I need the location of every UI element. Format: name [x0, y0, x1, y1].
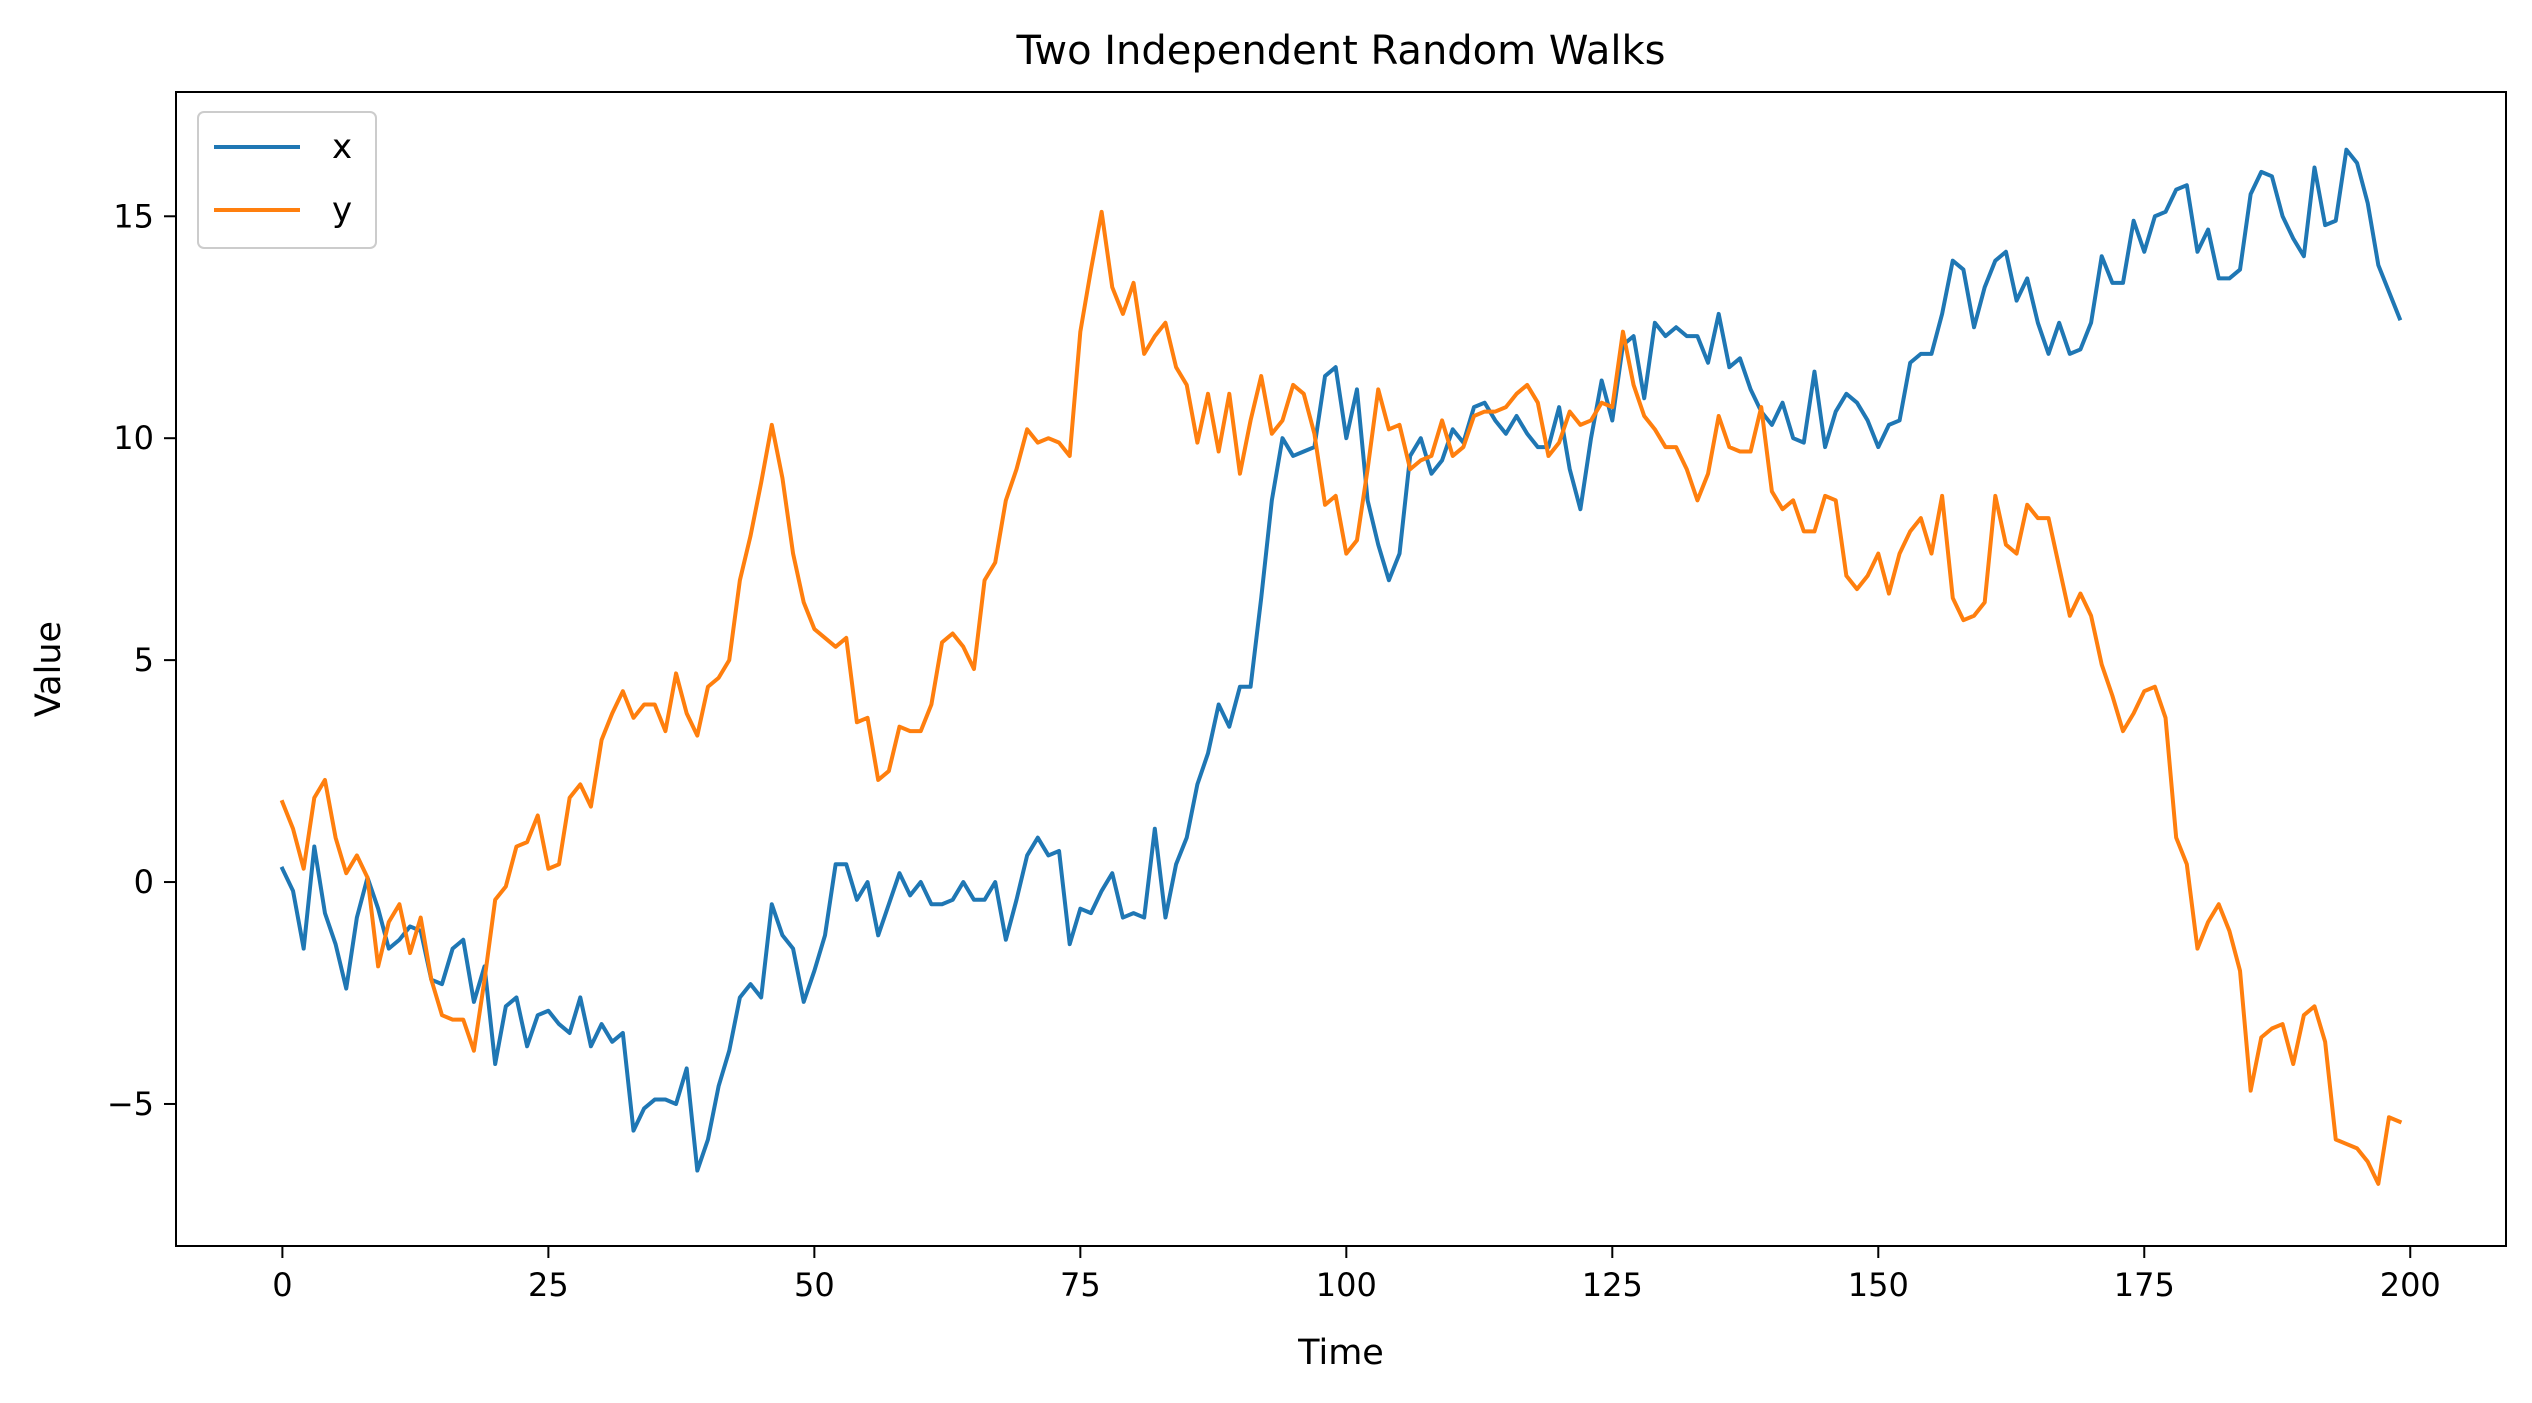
chart-title: Two Independent Random Walks — [1016, 28, 1666, 74]
x-tick-label: 25 — [528, 1266, 569, 1304]
legend: x y — [197, 111, 377, 249]
x-tick-label: 75 — [1060, 1266, 1101, 1304]
x-tick-label: 200 — [2380, 1266, 2441, 1304]
y-axis-label: Value — [29, 621, 69, 717]
y-tick-label: −5 — [107, 1085, 154, 1123]
y-axis: −5 0 5 10 15 — [107, 197, 176, 1123]
legend-label-x: x — [332, 127, 352, 167]
x-tick-label: 175 — [2114, 1266, 2175, 1304]
y-tick-label: 5 — [134, 641, 154, 679]
series-line-x — [279, 147, 2403, 1173]
x-tick-label: 100 — [1316, 1266, 1377, 1304]
x-tick-label: 0 — [272, 1266, 292, 1304]
x-tick-label: 125 — [1582, 1266, 1643, 1304]
series-layer — [279, 147, 2403, 1186]
plot-area — [175, 91, 2507, 1247]
y-tick-label: 10 — [113, 419, 154, 457]
y-tick-label: 0 — [134, 863, 154, 901]
series-line-y — [279, 209, 2403, 1186]
x-tick-label: 50 — [794, 1266, 835, 1304]
x-tick-label: 150 — [1848, 1266, 1909, 1304]
x-axis-label: Time — [1297, 1333, 1384, 1373]
y-tick-label: 15 — [113, 197, 154, 235]
x-axis: 0 25 50 75 100 125 150 175 200 — [272, 1246, 2441, 1304]
legend-label-y: y — [332, 190, 352, 230]
plot-frame — [175, 91, 2507, 1247]
